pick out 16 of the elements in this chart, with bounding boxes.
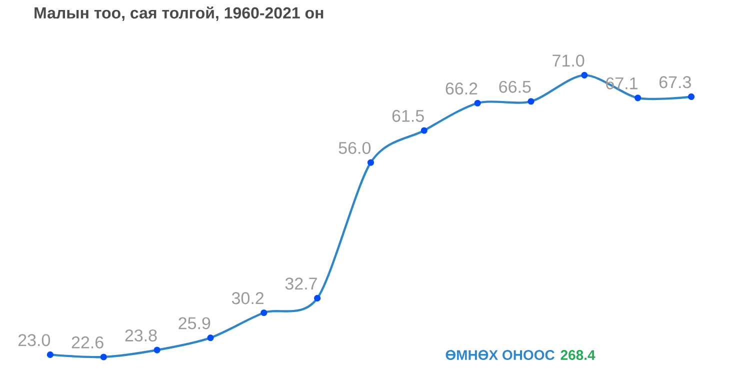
annotation: 268.4 xyxy=(560,350,596,360)
data-label: 32.7 xyxy=(285,278,317,290)
data-label: 23.8 xyxy=(125,329,157,342)
annotation: ӨМНӨХ ОНООС xyxy=(446,350,554,360)
data-label: 22.6 xyxy=(72,336,104,348)
data-label: 25.9 xyxy=(178,317,210,330)
data-label: 23.0 xyxy=(18,334,50,346)
data-label: 66.2 xyxy=(446,82,478,95)
data-label: 71.0 xyxy=(552,54,584,67)
data-label: 30.2 xyxy=(232,292,264,304)
data-label: 67.1 xyxy=(606,77,638,90)
data-label: 67.3 xyxy=(659,76,691,88)
data-label: 56.0 xyxy=(338,142,371,154)
data-label: 61.5 xyxy=(392,110,424,122)
data-label: 66.5 xyxy=(499,80,531,93)
chart-title: Малын тоо, сая толгой, 1960-2021 он xyxy=(34,6,324,21)
